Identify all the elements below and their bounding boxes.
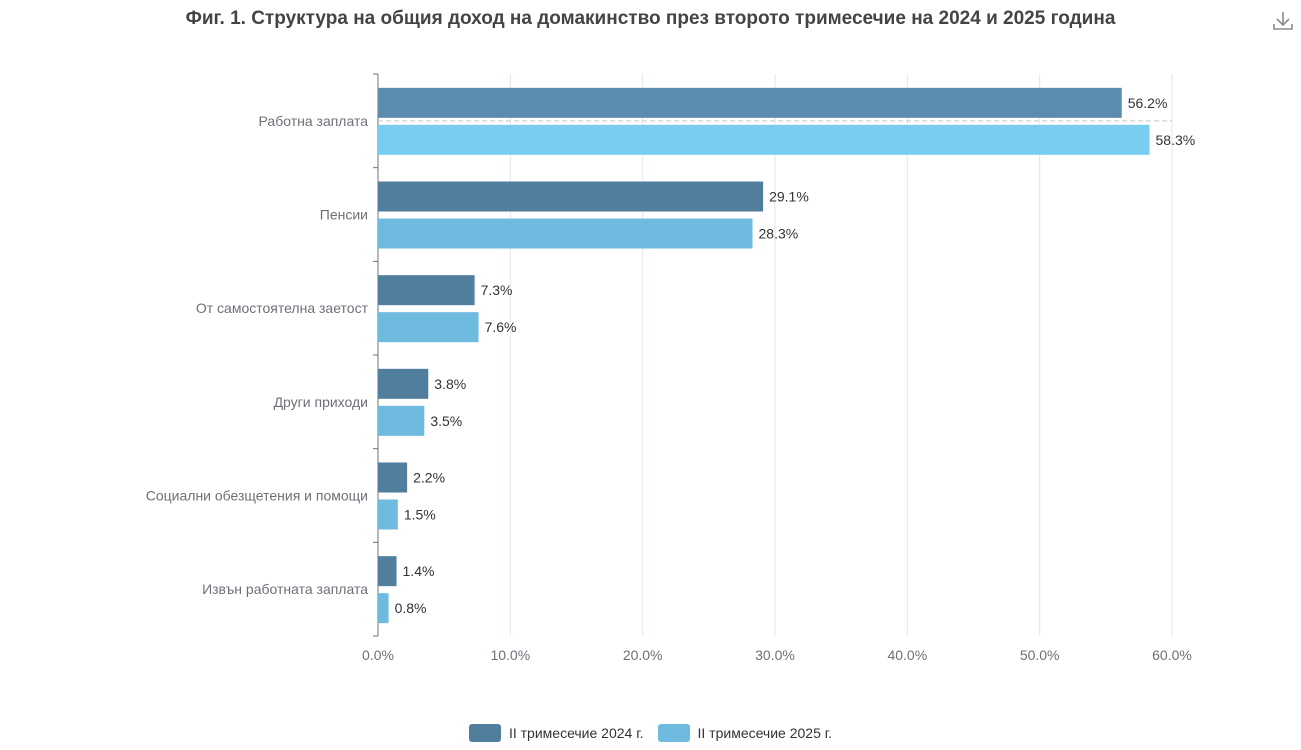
bar-2024[interactable]: [378, 556, 397, 587]
data-label: 3.8%: [434, 376, 466, 392]
data-label: 56.2%: [1128, 95, 1168, 111]
data-label: 1.4%: [403, 563, 435, 579]
download-button[interactable]: [1270, 8, 1296, 34]
bar-2024[interactable]: [378, 368, 429, 399]
data-label: 2.2%: [413, 470, 445, 486]
data-label: 7.3%: [481, 282, 513, 298]
bar-2024[interactable]: [378, 181, 764, 212]
bar-2025[interactable]: [378, 312, 479, 343]
legend: II тримесечие 2024 г. II тримесечие 2025…: [0, 724, 1301, 742]
x-tick-label: 60.0%: [1152, 647, 1192, 663]
legend-item-2025[interactable]: II тримесечие 2025 г.: [657, 724, 833, 742]
legend-swatch-2024: [468, 724, 501, 742]
x-tick-label: 20.0%: [623, 647, 663, 663]
data-label: 0.8%: [395, 600, 427, 616]
bar-2025[interactable]: [378, 499, 398, 530]
bar-chart: 0.0% 10.0% 20.0% 30.0% 40.0% 50.0% 60.0% Работн…: [146, 73, 1196, 663]
bar-2024[interactable]: [378, 462, 408, 493]
bar-2025[interactable]: [378, 405, 425, 436]
category-label: Социални обезщетения и помощи: [146, 488, 368, 504]
data-label: 29.1%: [769, 189, 809, 205]
bar-2024[interactable]: [378, 275, 475, 306]
x-tick-label: 10.0%: [490, 647, 530, 663]
legend-label-2025: II тримесечие 2025 г.: [697, 725, 833, 741]
bar-2024[interactable]: [378, 87, 1122, 118]
category-label: От самостоятелна заетост: [196, 300, 369, 316]
data-label: 3.5%: [430, 413, 462, 429]
category-label: Извън работната заплата: [202, 581, 368, 597]
category-label: Работна заплата: [259, 113, 369, 129]
x-tick-label: 50.0%: [1020, 647, 1060, 663]
bar-2025[interactable]: [378, 593, 389, 624]
legend-item-2024[interactable]: II тримесечие 2024 г.: [468, 724, 644, 742]
x-tick-label: 40.0%: [887, 647, 927, 663]
data-label: 58.3%: [1156, 132, 1196, 148]
x-tick-label: 30.0%: [755, 647, 795, 663]
data-label: 1.5%: [404, 507, 436, 523]
category-label: Пенсии: [320, 207, 368, 223]
legend-swatch-2025: [657, 724, 690, 742]
bar-2025[interactable]: [378, 124, 1150, 155]
x-tick-label: 0.0%: [362, 647, 394, 663]
chart-title: Фиг. 1. Структура на общия доход на дома…: [185, 8, 1116, 29]
legend-label-2024: II тримесечие 2024 г.: [508, 725, 644, 741]
bar-2025[interactable]: [378, 218, 753, 249]
data-label: 7.6%: [485, 319, 517, 335]
data-label: 28.3%: [759, 226, 799, 242]
category-label: Други приходи: [274, 394, 368, 410]
download-icon: [1273, 12, 1293, 30]
